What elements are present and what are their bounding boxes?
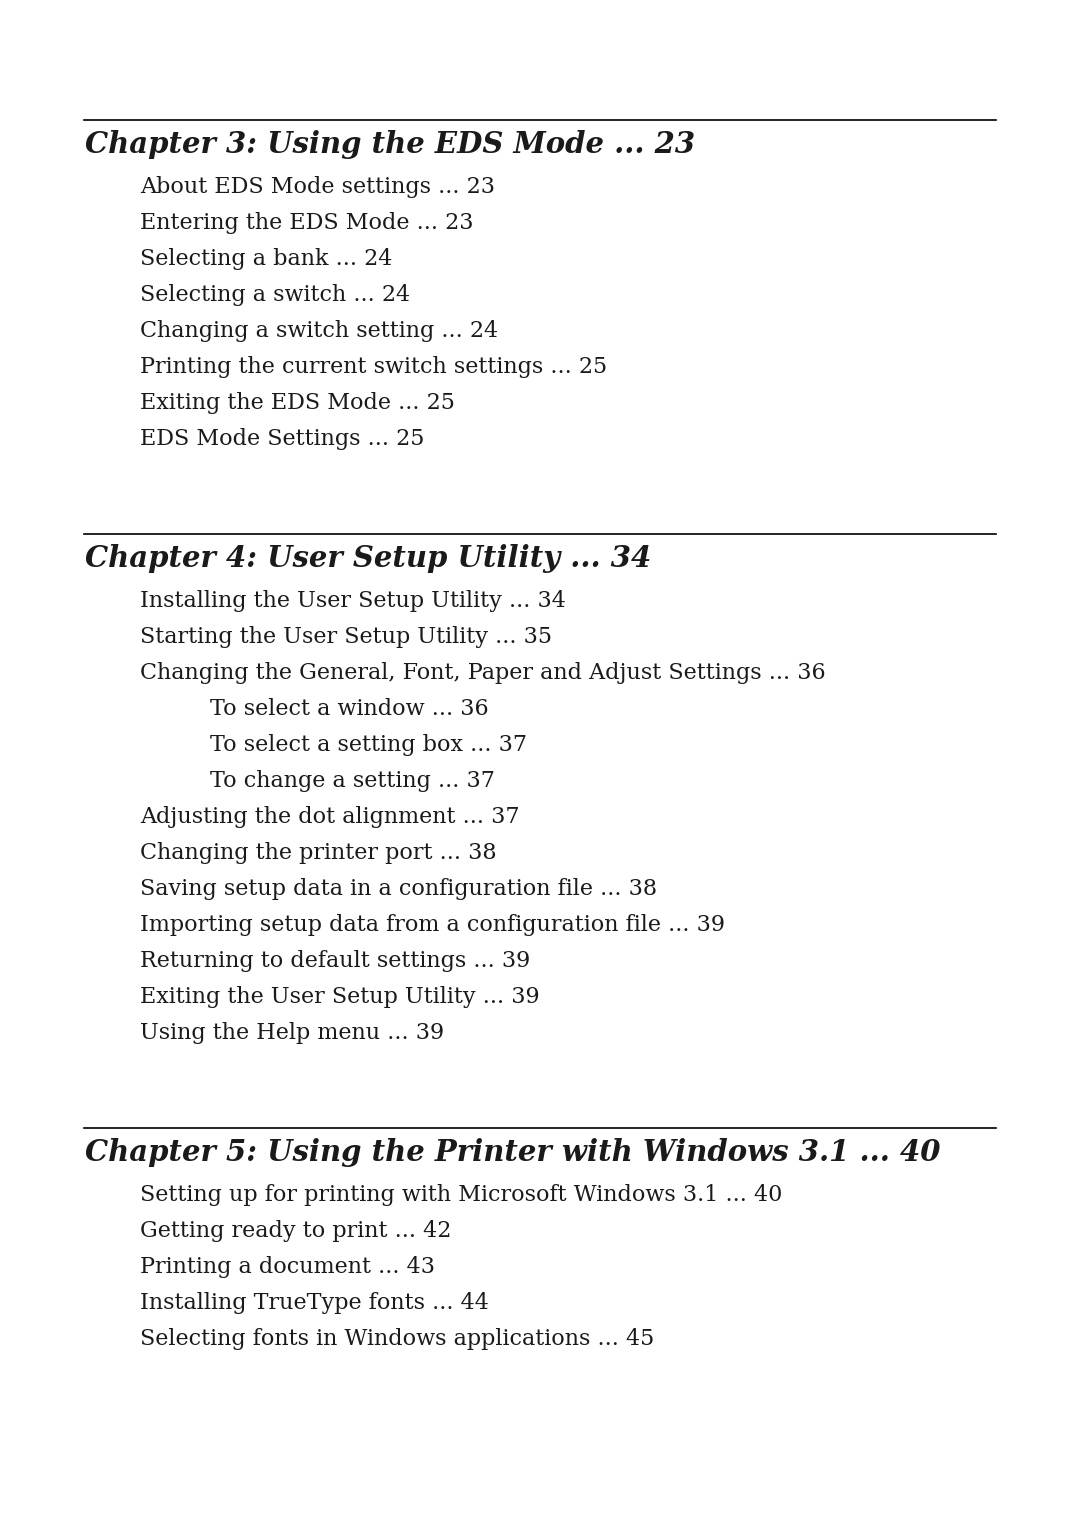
Text: Installing the User Setup Utility ... 34: Installing the User Setup Utility ... 34 <box>140 590 566 612</box>
Text: Getting ready to print ... 42: Getting ready to print ... 42 <box>140 1220 451 1242</box>
Text: Printing the current switch settings ... 25: Printing the current switch settings ...… <box>140 356 607 378</box>
Text: Printing a document ... 43: Printing a document ... 43 <box>140 1255 435 1278</box>
Text: To select a window ... 36: To select a window ... 36 <box>210 699 488 720</box>
Text: Exiting the User Setup Utility ... 39: Exiting the User Setup Utility ... 39 <box>140 986 540 1008</box>
Text: Changing the General, Font, Paper and Adjust Settings ... 36: Changing the General, Font, Paper and Ad… <box>140 662 825 683</box>
Text: To select a setting box ... 37: To select a setting box ... 37 <box>210 734 527 755</box>
Text: Adjusting the dot alignment ... 37: Adjusting the dot alignment ... 37 <box>140 806 519 829</box>
Text: Starting the User Setup Utility ... 35: Starting the User Setup Utility ... 35 <box>140 625 552 648</box>
Text: Using the Help menu ... 39: Using the Help menu ... 39 <box>140 1021 444 1044</box>
Text: Setting up for printing with Microsoft Windows 3.1 ... 40: Setting up for printing with Microsoft W… <box>140 1183 782 1206</box>
Text: To change a setting ... 37: To change a setting ... 37 <box>210 771 495 792</box>
Text: Changing the printer port ... 38: Changing the printer port ... 38 <box>140 842 497 864</box>
Text: Changing a switch setting ... 24: Changing a switch setting ... 24 <box>140 320 498 342</box>
Text: Importing setup data from a configuration file ... 39: Importing setup data from a configuratio… <box>140 914 725 936</box>
Text: About EDS Mode settings ... 23: About EDS Mode settings ... 23 <box>140 176 495 197</box>
Text: EDS Mode Settings ... 25: EDS Mode Settings ... 25 <box>140 428 424 450</box>
Text: Selecting fonts in Windows applications ... 45: Selecting fonts in Windows applications … <box>140 1329 654 1350</box>
Text: Installing TrueType fonts ... 44: Installing TrueType fonts ... 44 <box>140 1292 489 1313</box>
Text: Chapter 5: Using the Printer with Windows 3.1 ... 40: Chapter 5: Using the Printer with Window… <box>85 1138 941 1167</box>
Text: Returning to default settings ... 39: Returning to default settings ... 39 <box>140 950 530 972</box>
Text: Entering the EDS Mode ... 23: Entering the EDS Mode ... 23 <box>140 213 473 234</box>
Text: Selecting a switch ... 24: Selecting a switch ... 24 <box>140 284 410 306</box>
Text: Exiting the EDS Mode ... 25: Exiting the EDS Mode ... 25 <box>140 391 455 414</box>
Text: Saving setup data in a configuration file ... 38: Saving setup data in a configuration fil… <box>140 878 657 901</box>
Text: Chapter 4: User Setup Utility ... 34: Chapter 4: User Setup Utility ... 34 <box>85 544 651 573</box>
Text: Chapter 3: Using the EDS Mode ... 23: Chapter 3: Using the EDS Mode ... 23 <box>85 130 696 159</box>
Text: Selecting a bank ... 24: Selecting a bank ... 24 <box>140 248 392 271</box>
